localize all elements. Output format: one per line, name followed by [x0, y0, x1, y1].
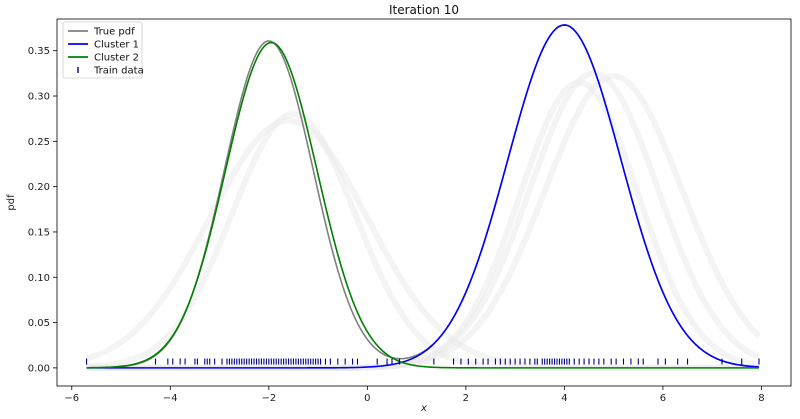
series-layer: [86, 24, 760, 369]
x-tick-label: −4: [163, 393, 178, 404]
x-tick-label: 0: [364, 393, 370, 404]
legend-box: [62, 21, 143, 79]
y-tick-label: 0.25: [28, 137, 50, 148]
series-line-cluster-1: [86, 24, 760, 369]
y-axis-label: pdf: [6, 194, 17, 211]
train-data-rug: [86, 358, 760, 365]
chart-title: Iteration 10: [389, 3, 459, 17]
legend-label-cluster-1: Cluster 1: [94, 40, 139, 51]
x-axis: −6 −4 −2 0 2 4 6 8: [64, 386, 765, 404]
plot-area-frame: [56, 18, 792, 387]
x-axis-label: x: [420, 403, 427, 414]
x-tick-label: 2: [463, 393, 469, 404]
ghost-curve-0: [86, 111, 759, 371]
y-tick-label: 0.00: [28, 363, 50, 374]
y-tick-label: 0.20: [28, 182, 50, 193]
x-tick-label: 4: [561, 393, 567, 404]
x-tick-label: −6: [64, 393, 79, 404]
y-axis: 0.00 0.05 0.10 0.15 0.20 0.25 0.30 0.35: [28, 46, 57, 374]
series-line-cluster-2: [86, 41, 759, 369]
y-tick-label: 0.10: [28, 273, 50, 284]
y-tick-label: 0.30: [28, 92, 50, 103]
legend-label-true-pdf: True pdf: [93, 27, 135, 38]
legend: True pdf Cluster 1 Cluster 2 Train data: [62, 21, 144, 79]
y-tick-label: 0.05: [28, 318, 50, 329]
y-tick-label: 0.15: [28, 227, 50, 238]
y-tick-label: 0.35: [28, 46, 50, 57]
ghost-curve-4: [86, 73, 762, 371]
x-tick-label: 6: [660, 393, 666, 404]
ghost-curve-3: [86, 69, 761, 371]
legend-label-cluster-2: Cluster 2: [94, 53, 139, 64]
x-tick-label: −2: [261, 393, 276, 404]
x-tick-label: 8: [758, 393, 764, 404]
legend-label-train-data: Train data: [93, 66, 144, 77]
previous-iteration-curves: [85, 69, 762, 371]
